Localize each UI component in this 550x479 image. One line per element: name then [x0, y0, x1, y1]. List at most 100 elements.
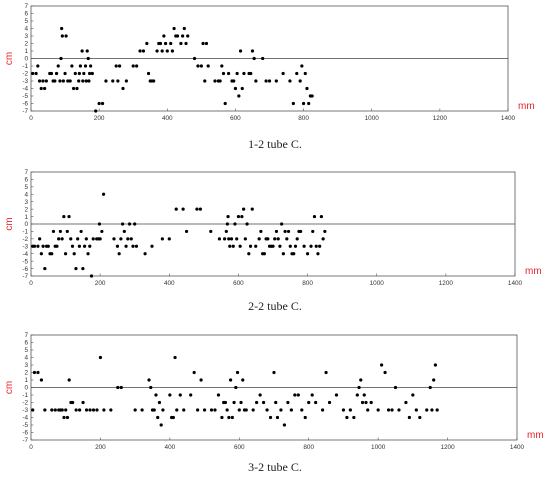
data-point: [203, 79, 207, 83]
data-point: [264, 79, 268, 83]
data-point: [119, 237, 123, 241]
data-point: [97, 222, 102, 226]
data-point: [39, 86, 43, 91]
data-point: [82, 71, 86, 76]
data-point: [227, 237, 231, 241]
data-point: [62, 214, 66, 219]
data-point: [369, 400, 373, 405]
data-point: [234, 385, 238, 390]
data-point: [360, 400, 365, 405]
x-tick-label: 400: [164, 280, 175, 287]
y-tick-label: -4: [22, 86, 28, 93]
data-point: [44, 79, 48, 83]
data-point: [121, 86, 125, 91]
data-point: [281, 71, 285, 76]
data-point: [134, 244, 139, 248]
data-point: [38, 237, 42, 241]
data-point: [357, 385, 361, 390]
data-point: [414, 408, 418, 412]
data-point: [117, 64, 122, 68]
data-point: [314, 400, 318, 405]
data-point: [121, 222, 125, 226]
data-point: [97, 101, 101, 106]
data-point: [268, 415, 273, 420]
x-tick-label: 400: [162, 115, 173, 122]
x-tick-label: 600: [234, 444, 245, 451]
data-point: [58, 229, 62, 234]
y-tick-label: 1: [24, 214, 28, 221]
data-point: [235, 237, 239, 241]
y-tick-label: -7: [22, 273, 28, 280]
data-point: [303, 71, 307, 76]
data-point: [239, 400, 243, 405]
data-point: [87, 79, 91, 83]
data-point: [281, 252, 285, 256]
data-point: [199, 378, 203, 382]
data-point: [43, 408, 47, 412]
data-point: [274, 229, 279, 234]
data-point: [305, 86, 309, 91]
data-point: [36, 370, 40, 375]
data-point: [104, 79, 108, 83]
data-point: [289, 408, 293, 412]
data-point: [266, 237, 270, 241]
data-point: [53, 408, 57, 412]
data-point: [135, 64, 139, 68]
y-tick-label: -4: [22, 415, 28, 422]
data-point: [432, 378, 436, 382]
y-tick-label: 4: [24, 355, 28, 362]
data-point: [195, 207, 199, 211]
data-point: [233, 86, 238, 91]
data-point: [206, 64, 210, 68]
data-point: [143, 252, 147, 256]
data-point: [71, 400, 75, 405]
data-point: [299, 229, 303, 234]
data-point: [116, 385, 120, 390]
data-point: [156, 415, 160, 420]
data-point: [355, 393, 359, 397]
data-point: [240, 86, 244, 91]
data-point: [77, 71, 81, 76]
data-point: [232, 79, 236, 83]
data-point: [433, 363, 438, 367]
data-point: [78, 64, 83, 68]
data-point: [65, 415, 70, 420]
data-point: [300, 64, 304, 68]
data-point: [226, 214, 230, 219]
data-point: [309, 244, 313, 248]
data-point: [46, 244, 50, 248]
data-point: [114, 64, 118, 68]
data-point: [425, 408, 429, 412]
data-point: [411, 393, 415, 397]
data-point: [32, 370, 37, 375]
data-point: [146, 71, 151, 76]
data-point: [237, 94, 241, 98]
data-point: [352, 415, 356, 420]
data-point: [242, 71, 246, 76]
data-point: [254, 244, 258, 248]
data-point: [298, 79, 302, 83]
y-tick-label: 7: [24, 3, 28, 10]
data-point: [161, 408, 165, 412]
data-point: [73, 71, 77, 76]
y-tick-label: -6: [22, 266, 28, 273]
data-point: [117, 252, 121, 256]
data-point: [171, 415, 175, 420]
x-tick-label: 1000: [371, 444, 386, 451]
data-point: [43, 86, 47, 91]
data-point: [94, 109, 98, 113]
data-point: [133, 222, 137, 226]
y-tick-label: 2: [24, 370, 28, 377]
chart-caption: 3-2 tube C.: [248, 460, 302, 474]
data-point: [145, 41, 149, 46]
data-point: [124, 79, 128, 83]
data-point: [60, 34, 64, 38]
data-point: [175, 408, 179, 412]
data-point: [230, 415, 234, 420]
y-tick-label: -3: [22, 243, 28, 250]
data-point: [182, 408, 186, 412]
data-point: [244, 408, 248, 412]
data-point: [288, 79, 292, 83]
y-tick-label: -5: [22, 422, 28, 429]
